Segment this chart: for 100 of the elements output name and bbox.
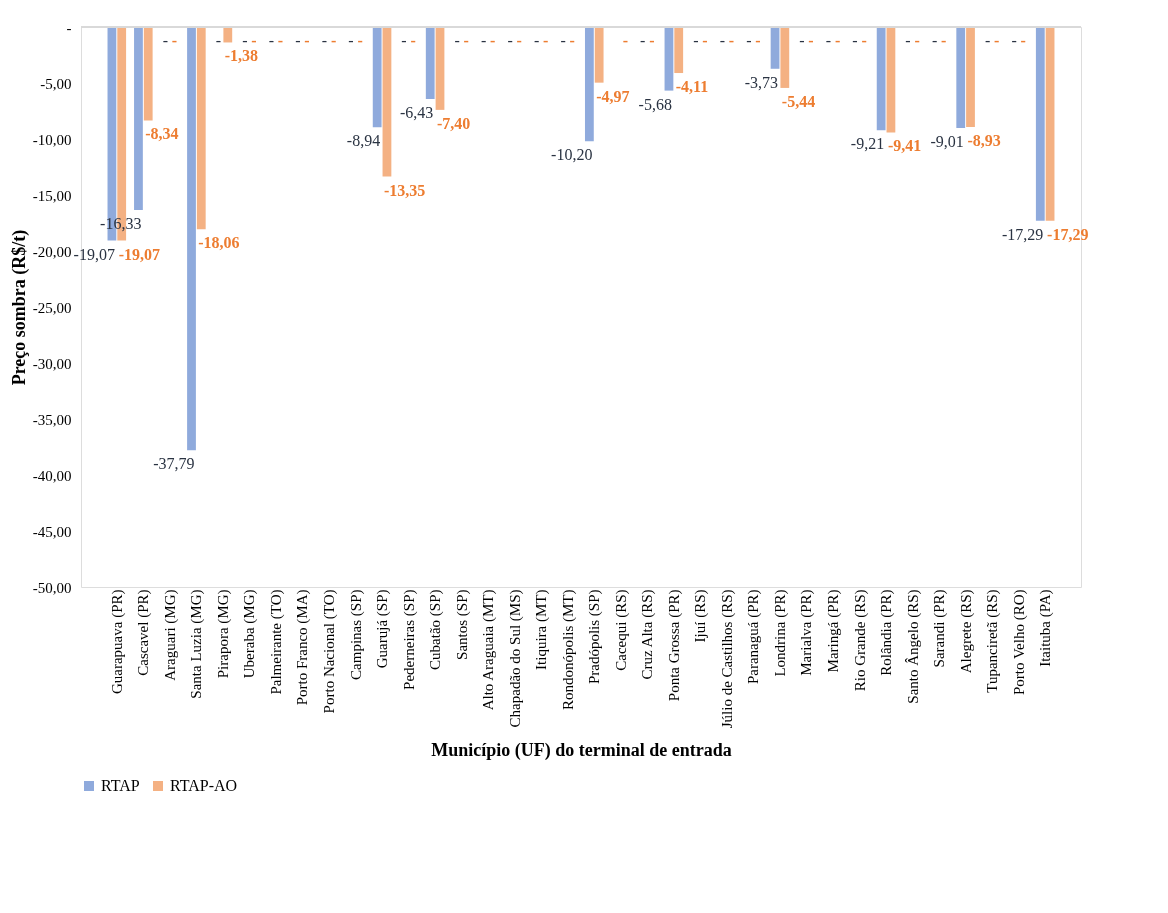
x-tick-label: Júlio de Castilhos (RS)	[718, 589, 736, 729]
data-label: -10,20	[551, 146, 593, 164]
data-label: -19,07	[118, 245, 161, 263]
data-label: -	[984, 32, 991, 49]
data-label: -13,35	[383, 181, 426, 199]
data-label: -	[507, 32, 513, 49]
data-label: -	[162, 32, 168, 49]
data-label: -	[516, 32, 522, 49]
y-tick-label: -25,00	[32, 299, 72, 316]
x-tick-label: Paranaguá (PR)	[745, 589, 763, 685]
data-label: -	[330, 32, 337, 49]
x-tick-label: Porto Nacional (TO)	[321, 589, 339, 714]
data-label: -8,93	[967, 132, 1001, 150]
y-tick-label: -35,00	[32, 411, 72, 428]
x-axis-title: Município (UF) do terminal de entrada	[431, 740, 732, 762]
x-tick-label: Cubatão (SP)	[427, 589, 445, 670]
data-label: -	[799, 32, 805, 49]
data-label: -	[808, 32, 814, 49]
data-label: -	[348, 32, 354, 49]
data-label: -	[242, 32, 248, 49]
x-tick-label: Cacequi (RS)	[612, 589, 630, 671]
data-label: -17,29	[1047, 225, 1089, 243]
x-tick-label: Maringá (PR)	[824, 589, 842, 673]
data-label: -	[251, 32, 257, 49]
x-tick-label: Alto Araguaia (MT)	[480, 589, 498, 711]
data-label: -	[640, 32, 646, 49]
x-tick-label: Tupanciretã (RS)	[984, 589, 1002, 693]
data-label: -	[755, 32, 761, 49]
data-label: -	[295, 32, 301, 49]
data-label: -5,68	[638, 95, 672, 113]
data-label: -	[1011, 32, 1017, 49]
y-tick-label: -20,00	[32, 243, 72, 260]
y-tick-label: -15,00	[32, 187, 72, 204]
data-label: -1,38	[224, 47, 259, 65]
data-label: -	[994, 32, 1000, 49]
data-label: -	[746, 32, 752, 49]
data-label: -	[940, 32, 947, 49]
data-label: -9,01	[930, 132, 964, 150]
data-label: -	[702, 32, 708, 49]
x-tick-label: Ijuí (RS)	[692, 589, 710, 643]
x-tick-label: Santos (SP)	[453, 589, 471, 660]
x-tick-label: Araguari (MG)	[161, 589, 179, 681]
data-label: -	[215, 32, 222, 49]
y-tick-label: -	[66, 19, 72, 36]
data-label: -4,97	[596, 87, 630, 105]
x-tick-label: Porto Velho (RO)	[1010, 589, 1028, 696]
x-tick-label: Itaituba (PA)	[1037, 589, 1055, 667]
data-label: -	[171, 32, 178, 49]
data-label: -	[560, 32, 566, 49]
data-label: -37,79	[153, 455, 195, 473]
x-tick-label: Marialva (PR)	[798, 589, 816, 676]
data-label: -8,94	[346, 132, 381, 150]
data-label: -17,29	[1001, 225, 1044, 243]
data-label: -9,21	[850, 135, 885, 153]
data-label: -	[480, 32, 487, 49]
data-label: -	[728, 32, 735, 49]
x-tick-label: Cruz Alta (RS)	[639, 589, 657, 680]
data-label: -	[693, 32, 699, 49]
data-label: -	[410, 32, 416, 49]
x-tick-label: Itiquira (MT)	[533, 589, 551, 670]
data-label: -18,06	[198, 234, 240, 252]
data-label: -	[931, 32, 938, 49]
x-tick-label: Alegrete (RS)	[957, 589, 975, 674]
data-label: -	[277, 32, 284, 49]
data-label: -4,11	[675, 78, 709, 96]
y-axis-title: Preço sombra (R$/t)	[8, 229, 30, 386]
x-tick-label: Uberaba (MG)	[241, 589, 259, 679]
x-tick-label: Rio Grande (RS)	[851, 589, 869, 692]
x-tick-label: Palmeirante (TO)	[267, 589, 285, 695]
data-label: -	[905, 32, 911, 49]
data-label: -	[268, 32, 275, 49]
x-tick-label: Chapadão do Sul (MS)	[506, 589, 524, 728]
y-tick-label: -30,00	[32, 355, 72, 372]
x-tick-label: Pederneiras (SP)	[400, 589, 418, 690]
x-tick-label: Rondonópolis (MT)	[559, 589, 577, 710]
data-label: -	[454, 32, 460, 49]
x-tick-label: Pirapora (MG)	[214, 589, 232, 679]
x-tick-label: Cascavel (PR)	[135, 589, 153, 676]
y-tick-label: -50,00	[32, 579, 72, 596]
data-label: -	[357, 32, 363, 49]
y-tick-label: -40,00	[32, 467, 72, 484]
x-tick-label: Santa Luzia (MG)	[188, 589, 206, 699]
data-label: -	[401, 32, 407, 49]
data-label: -	[914, 32, 920, 49]
legend-label: RTAP	[101, 777, 140, 794]
data-label: -	[463, 32, 469, 49]
y-tick-label: -45,00	[32, 523, 72, 540]
y-tick-label: -5,00	[40, 75, 72, 92]
legend-label: RTAP-AO	[170, 777, 238, 794]
data-label: -9,41	[887, 137, 922, 155]
x-tick-label: Sarandi (PR)	[931, 589, 949, 668]
data-label: -3,73	[744, 73, 779, 91]
x-tick-label: Londrina (PR)	[771, 589, 789, 677]
data-label: -	[852, 32, 858, 49]
data-label: -	[569, 32, 575, 49]
data-label: -	[719, 32, 725, 49]
data-label: -	[1020, 32, 1026, 49]
x-tick-label: Rolândia (PR)	[878, 589, 896, 676]
data-label: -	[534, 32, 540, 49]
data-label: -	[321, 32, 328, 49]
